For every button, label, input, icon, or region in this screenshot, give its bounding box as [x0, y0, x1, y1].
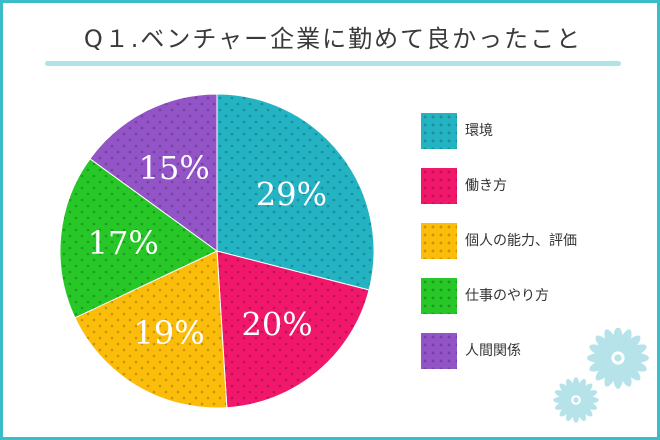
- legend-swatch: [421, 278, 457, 314]
- slice-value-label: 17%: [88, 224, 159, 262]
- page-title: Q１.ベンチャー企業に勤めて良かったこと: [83, 25, 583, 53]
- title-underline: [45, 61, 621, 66]
- flower-icon: [587, 328, 649, 389]
- legend-label: 働き方: [465, 178, 507, 194]
- legend-item: 仕事のやり方: [421, 278, 641, 314]
- legend-item: 働き方: [421, 168, 641, 204]
- pie-slice: [89, 93, 218, 252]
- slice-value-label: 19%: [133, 314, 204, 352]
- pie-slice: [59, 158, 218, 319]
- pie-chart: 29% 20% 19% 17% 15%: [59, 93, 375, 409]
- legend-label: 個人の能力、評価: [465, 233, 577, 249]
- legend-swatch: [421, 333, 457, 369]
- legend-item: 個人の能力、評価: [421, 223, 641, 259]
- legend-item: 人間関係: [421, 333, 641, 369]
- slice-value-label: 29%: [256, 175, 327, 213]
- pie-slice: [216, 250, 370, 409]
- legend-label: 仕事のやり方: [465, 288, 549, 304]
- pie-slice: [216, 93, 375, 291]
- legend-label: 環境: [465, 123, 493, 139]
- pie-slice: [74, 250, 228, 409]
- legend-label: 人間関係: [465, 343, 521, 359]
- flower-decoration: [553, 328, 649, 423]
- slice-value-label: 20%: [241, 306, 312, 344]
- flower-icon: [553, 377, 599, 423]
- slice-value-label: 15%: [139, 149, 210, 187]
- legend-swatch: [421, 223, 457, 259]
- legend-item: 環境: [421, 113, 641, 149]
- legend-swatch: [421, 113, 457, 149]
- legend-swatch: [421, 168, 457, 204]
